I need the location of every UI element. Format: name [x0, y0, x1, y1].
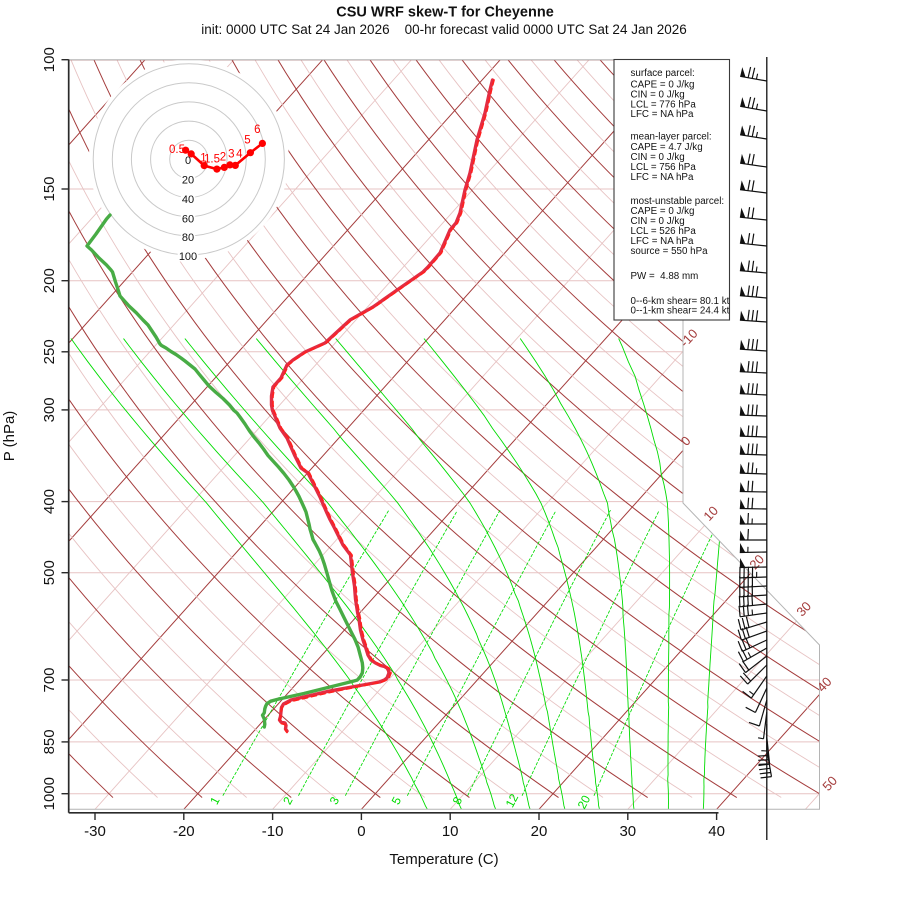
svg-text:CAPE = 0 J/kg: CAPE = 0 J/kg	[631, 80, 695, 91]
svg-text:80: 80	[182, 232, 194, 244]
svg-text:10: 10	[442, 823, 459, 840]
svg-text:0: 0	[357, 823, 365, 840]
svg-text:LCL = 776 hPa: LCL = 776 hPa	[631, 99, 697, 110]
svg-text:-20: -20	[173, 823, 195, 840]
svg-text:850: 850	[41, 729, 58, 754]
svg-text:6: 6	[254, 124, 260, 136]
svg-text:LCL = 526 hPa: LCL = 526 hPa	[631, 226, 697, 237]
svg-text:0: 0	[185, 155, 191, 167]
svg-text:5: 5	[244, 135, 250, 147]
svg-text:0.5: 0.5	[169, 144, 185, 156]
svg-text:PW = 4.88 mm: PW = 4.88 mm	[631, 271, 699, 282]
svg-text:2: 2	[220, 152, 226, 164]
svg-text:0--1-km shear= 24.4 kt: 0--1-km shear= 24.4 kt	[631, 306, 730, 317]
svg-text:CSU WRF skew-T for Cheyenne: CSU WRF skew-T for Cheyenne	[336, 4, 554, 20]
svg-text:100: 100	[179, 251, 197, 263]
svg-text:4: 4	[236, 148, 243, 160]
svg-text:CAPE = 0 J/kg: CAPE = 0 J/kg	[631, 206, 695, 217]
svg-text:LFC = NA hPa: LFC = NA hPa	[631, 172, 694, 183]
svg-text:1.5: 1.5	[204, 154, 220, 166]
svg-text:P (hPa): P (hPa)	[1, 411, 18, 462]
svg-text:CIN = 0 J/kg: CIN = 0 J/kg	[631, 152, 685, 163]
svg-text:3: 3	[228, 148, 234, 160]
svg-text:Temperature (C): Temperature (C)	[389, 851, 498, 868]
svg-text:40: 40	[708, 823, 725, 840]
svg-text:-10: -10	[262, 823, 284, 840]
svg-text:surface parcel:: surface parcel:	[631, 68, 695, 79]
svg-text:1000: 1000	[41, 777, 58, 810]
svg-text:source = 550 hPa: source = 550 hPa	[631, 246, 709, 257]
svg-text:700: 700	[41, 667, 58, 692]
svg-text:250: 250	[41, 339, 58, 364]
svg-text:500: 500	[41, 560, 58, 585]
svg-text:300: 300	[41, 397, 58, 422]
svg-text:LFC = NA hPa: LFC = NA hPa	[631, 236, 694, 247]
svg-text:CAPE = 4.7 J/kg: CAPE = 4.7 J/kg	[631, 142, 703, 153]
svg-text:200: 200	[41, 268, 58, 293]
svg-text:40: 40	[182, 194, 194, 206]
svg-text:LFC = NA hPa: LFC = NA hPa	[631, 109, 694, 120]
svg-text:60: 60	[182, 213, 194, 225]
svg-text:mean-layer parcel:: mean-layer parcel:	[631, 131, 712, 142]
svg-text:CIN = 0 J/kg: CIN = 0 J/kg	[631, 89, 685, 100]
svg-text:20: 20	[182, 174, 194, 186]
svg-text:0--6-km shear= 80.1 kt: 0--6-km shear= 80.1 kt	[631, 296, 730, 307]
svg-text:150: 150	[41, 176, 58, 201]
svg-text:30: 30	[619, 823, 636, 840]
svg-text:-30: -30	[84, 823, 106, 840]
svg-text:CIN = 0 J/kg: CIN = 0 J/kg	[631, 216, 685, 227]
svg-text:12: 12	[503, 791, 522, 810]
svg-text:init: 0000 UTC Sat 24 Jan 2026: init: 0000 UTC Sat 24 Jan 2026 00-hr for…	[201, 22, 687, 37]
svg-text:100: 100	[41, 47, 58, 72]
svg-text:400: 400	[41, 489, 58, 514]
svg-text:20: 20	[575, 793, 594, 812]
svg-text:most-unstable parcel:: most-unstable parcel:	[631, 196, 725, 207]
svg-text:1: 1	[200, 153, 206, 165]
svg-text:LCL = 756 hPa: LCL = 756 hPa	[631, 162, 697, 173]
svg-text:20: 20	[531, 823, 548, 840]
